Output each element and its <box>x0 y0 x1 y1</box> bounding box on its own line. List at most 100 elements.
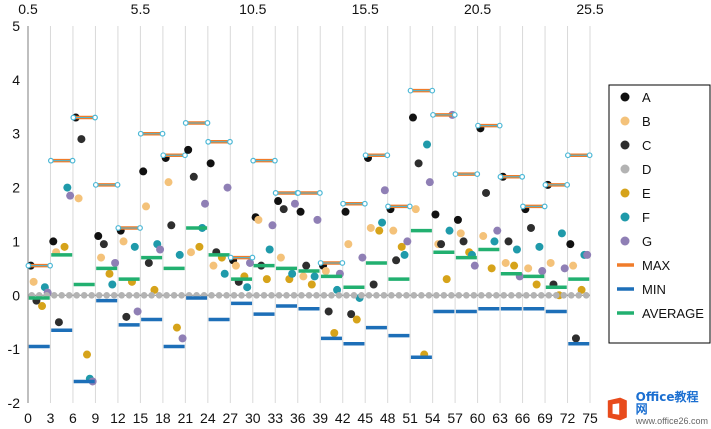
point-f <box>288 269 297 278</box>
point-d <box>515 291 523 299</box>
legend-swatch-f <box>620 212 630 222</box>
point-b <box>119 237 128 246</box>
y-tick-label: 5 <box>12 18 20 34</box>
x-top-tick-label: 0.5 <box>18 1 38 17</box>
max-highlight-endpoint <box>496 122 503 129</box>
point-g <box>358 253 367 262</box>
point-c <box>437 240 446 249</box>
point-b <box>366 223 375 232</box>
max-highlight-endpoint <box>69 157 76 164</box>
point-d <box>223 291 230 299</box>
point-d <box>560 291 568 299</box>
max-highlight-endpoint <box>406 203 413 210</box>
point-c <box>77 135 86 144</box>
max-highlight-endpoint <box>47 157 54 164</box>
point-d <box>133 291 140 299</box>
point-d <box>320 291 328 299</box>
point-c <box>504 237 513 246</box>
point-d <box>290 291 298 299</box>
watermark-title: Office教程网 <box>635 390 699 416</box>
point-f <box>310 272 319 281</box>
point-e <box>38 302 47 311</box>
max-highlight-endpoint <box>542 181 549 188</box>
point-e <box>397 242 406 251</box>
x-tick-label: 36 <box>290 410 306 426</box>
x-axis-ticks-top: 0.5 5.5 10.5 15.5 20.5 25.5 <box>18 1 604 17</box>
point-e <box>60 242 69 251</box>
x-top-tick-label: 25.5 <box>576 1 603 17</box>
point-d <box>245 291 253 299</box>
max-highlight-endpoint <box>92 181 99 188</box>
legend-label-d: D <box>642 162 651 177</box>
point-g <box>66 191 75 200</box>
point-c <box>347 310 356 319</box>
point-d <box>170 291 178 299</box>
point-f <box>63 183 72 192</box>
legend-label-e: E <box>642 186 651 201</box>
point-c <box>414 159 423 168</box>
point-c <box>167 221 176 230</box>
max-highlight-endpoint <box>70 114 77 121</box>
point-c <box>459 237 468 246</box>
point-c <box>302 261 311 270</box>
y-tick-label: 0 <box>12 287 20 303</box>
point-a <box>139 167 148 176</box>
point-d <box>298 291 305 299</box>
point-c <box>571 334 580 343</box>
max-highlight-endpoint <box>497 173 504 180</box>
max-highlight-endpoint <box>295 190 302 196</box>
point-d <box>395 291 403 299</box>
point-d <box>125 291 133 299</box>
point-e <box>352 315 361 324</box>
x-top-tick-label: 10.5 <box>239 1 266 17</box>
x-tick-label: 45 <box>357 410 373 426</box>
point-e <box>330 328 339 337</box>
point-e <box>510 261 519 270</box>
max-highlight-endpoint <box>159 130 166 137</box>
point-e <box>105 269 114 278</box>
point-f <box>490 237 499 246</box>
point-d <box>433 291 440 299</box>
x-tick-label: 33 <box>267 410 283 426</box>
point-g <box>290 199 299 208</box>
max-highlight-endpoint <box>205 138 212 145</box>
legend-label-c: C <box>642 138 651 153</box>
point-c <box>189 172 198 181</box>
point-g <box>201 199 210 208</box>
max-highlight-endpoint <box>317 260 324 266</box>
point-f <box>130 242 139 251</box>
x-tick-label: 15 <box>133 410 149 426</box>
point-f <box>512 245 521 254</box>
point-c <box>54 318 63 327</box>
point-d <box>448 291 455 299</box>
point-e <box>150 285 159 294</box>
point-a <box>566 240 575 249</box>
point-d <box>155 291 163 299</box>
point-d <box>215 291 223 299</box>
max-highlight-endpoint <box>25 262 32 269</box>
max-highlight-endpoint <box>430 111 436 118</box>
point-f <box>220 269 229 278</box>
legend-label-min: MIN <box>642 282 666 297</box>
point-b <box>29 277 38 286</box>
point-d <box>283 291 290 299</box>
point-d <box>328 291 335 299</box>
point-b <box>501 258 510 267</box>
point-d <box>73 291 81 299</box>
max-highlight-endpoint <box>249 254 256 261</box>
point-c <box>482 188 491 197</box>
data-marks <box>25 87 593 386</box>
max-highlight-endpoint <box>362 152 369 159</box>
point-a <box>94 232 103 241</box>
point-d <box>470 291 478 299</box>
point-d <box>455 291 463 299</box>
x-top-tick-label: 5.5 <box>131 1 151 17</box>
point-d <box>253 291 260 299</box>
max-highlight-endpoint <box>250 157 257 164</box>
point-g <box>403 237 412 246</box>
x-tick-label: 39 <box>312 410 328 426</box>
point-d <box>380 291 388 299</box>
point-a <box>453 215 462 224</box>
